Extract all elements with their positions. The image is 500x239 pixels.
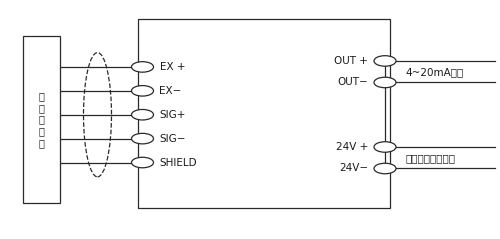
Circle shape — [132, 157, 154, 168]
Text: SIG−: SIG− — [160, 134, 186, 144]
Circle shape — [132, 86, 154, 96]
Text: 外部直流稳压电源: 外部直流稳压电源 — [405, 153, 455, 163]
Circle shape — [132, 133, 154, 144]
Text: 24V +: 24V + — [336, 142, 368, 152]
Text: SIG+: SIG+ — [160, 110, 186, 120]
Bar — [22, 36, 60, 203]
Bar — [138, 19, 390, 208]
Text: EX +: EX + — [160, 62, 185, 72]
Text: 24V−: 24V− — [339, 163, 368, 174]
Text: SHIELD: SHIELD — [160, 158, 197, 168]
Circle shape — [132, 109, 154, 120]
Text: OUT−: OUT− — [337, 77, 368, 87]
Text: OUT +: OUT + — [334, 56, 368, 66]
Text: 称
重
传
感
器: 称 重 传 感 器 — [38, 91, 44, 148]
Circle shape — [132, 62, 154, 72]
Text: EX−: EX− — [160, 86, 182, 96]
Circle shape — [374, 142, 396, 152]
Text: 4~20mA输出: 4~20mA输出 — [405, 67, 463, 77]
Circle shape — [374, 163, 396, 174]
Circle shape — [374, 56, 396, 66]
Circle shape — [374, 77, 396, 88]
